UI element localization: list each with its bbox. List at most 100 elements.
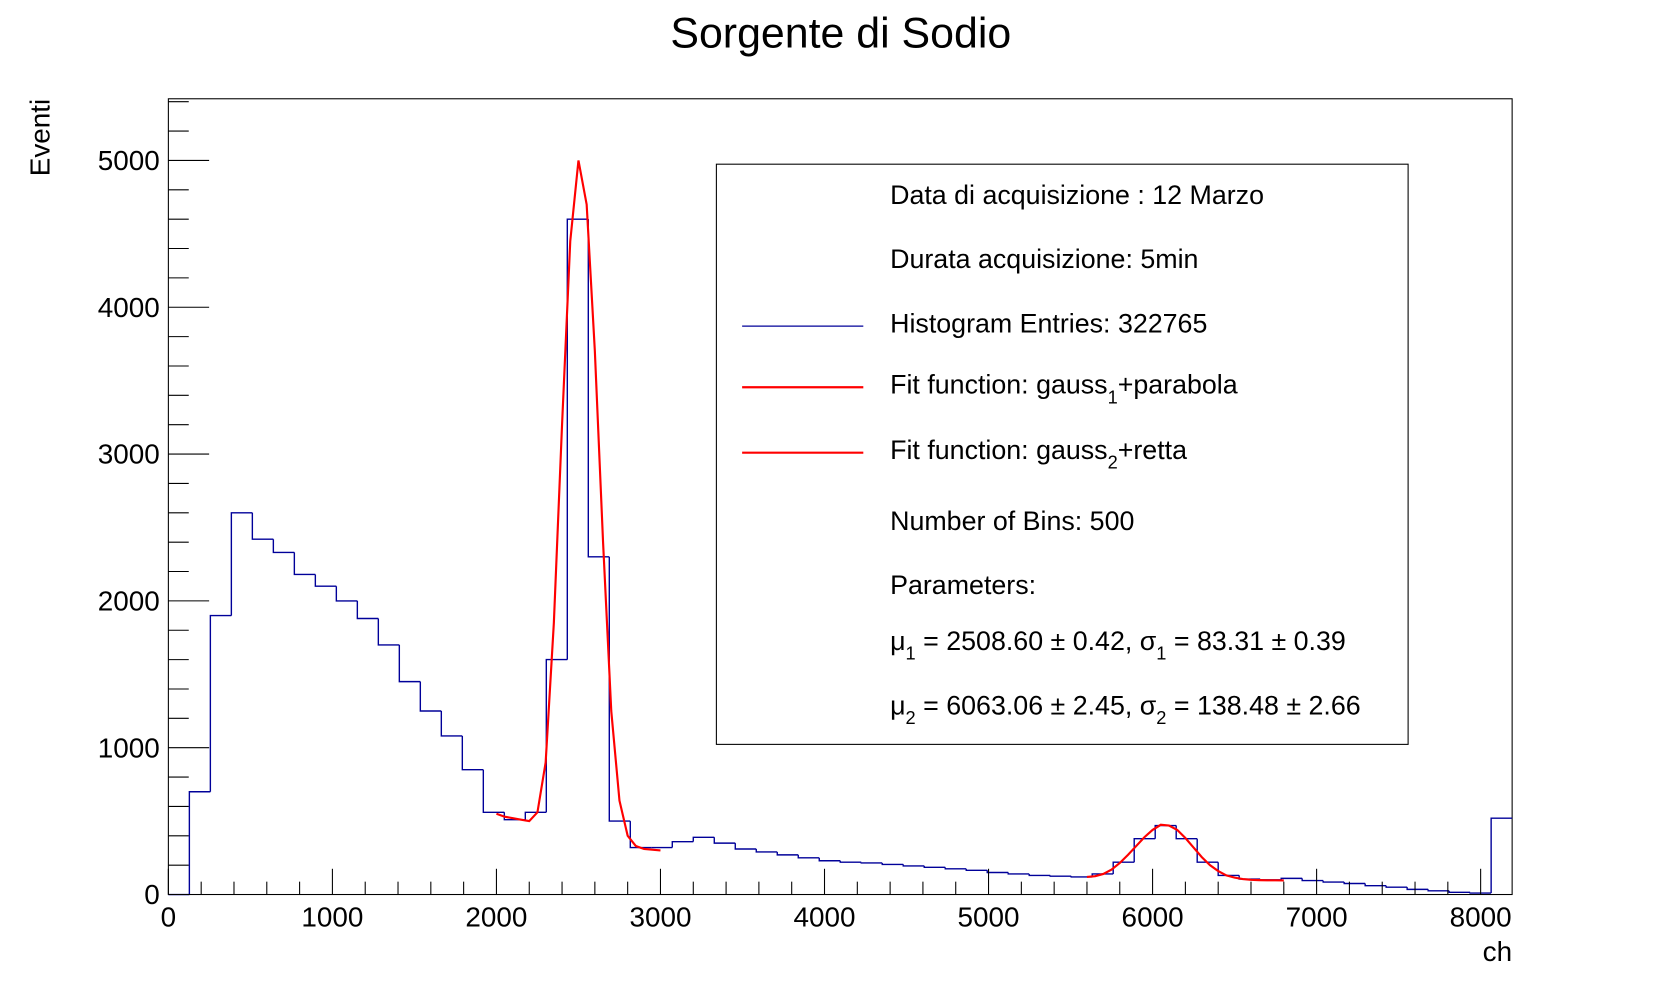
histogram-bin xyxy=(692,836,715,842)
legend-text: Fit function: gauss xyxy=(890,435,1107,465)
y-tick-label: 5000 xyxy=(98,145,160,176)
histogram-bin xyxy=(1448,890,1471,894)
histogram-bin xyxy=(1217,862,1240,877)
legend-text: Durata acquisizione: 5min xyxy=(890,244,1198,274)
histogram-bin xyxy=(1322,880,1345,883)
histogram-bin xyxy=(1385,885,1408,888)
legend-subscript: 2 xyxy=(906,707,916,728)
y-tick-label: 1000 xyxy=(98,732,160,763)
histogram-bin xyxy=(776,851,799,856)
legend-subscript: 1 xyxy=(1156,643,1166,664)
histogram-bin xyxy=(1133,838,1156,863)
histogram-bin xyxy=(461,735,484,771)
histogram-bin xyxy=(209,614,232,792)
histogram-bin xyxy=(230,512,253,616)
histogram-bin xyxy=(1490,817,1513,894)
legend-label: μ1 = 2508.60 ± 0.42, σ1 = 83.31 ± 0.39 xyxy=(890,626,1346,664)
legend-text: +retta xyxy=(1118,435,1187,465)
legend-label: Parameters: xyxy=(890,570,1036,600)
histogram-bin xyxy=(1343,882,1366,885)
legend-text: = 6063.06 ± 2.45, σ xyxy=(916,690,1157,720)
x-axis-label: ch xyxy=(1483,936,1512,967)
x-tick-label: 7000 xyxy=(1286,902,1348,933)
histogram-bin xyxy=(860,862,883,864)
y-tick-label: 4000 xyxy=(98,292,160,323)
legend-text: Parameters: xyxy=(890,570,1036,600)
histogram-bin xyxy=(377,618,400,646)
histogram-bin xyxy=(923,865,946,869)
histogram-bin xyxy=(1427,889,1450,892)
x-tick-label: 1000 xyxy=(301,902,363,933)
legend-label: Data di acquisizione : 12 Marzo xyxy=(890,180,1264,210)
x-tick-label: 8000 xyxy=(1450,902,1512,933)
histogram-bin xyxy=(356,600,379,620)
histogram-bin xyxy=(1469,892,1492,894)
plot-frame xyxy=(167,98,1513,896)
legend-box xyxy=(715,163,1409,745)
y-axis-label: Eventi xyxy=(24,99,55,176)
histogram-bin xyxy=(1049,875,1072,877)
histogram-bin xyxy=(944,867,967,870)
legend-label: Fit function: gauss2+retta xyxy=(890,435,1187,473)
legend-subscript: 1 xyxy=(906,643,916,664)
legend-text: μ xyxy=(890,626,905,656)
histogram-bin xyxy=(566,218,589,660)
histogram-bin xyxy=(797,854,820,859)
legend-subscript: 2 xyxy=(1156,707,1166,728)
x-tick-label: 0 xyxy=(161,902,177,933)
histogram-bin xyxy=(1007,872,1030,875)
legend-subscript: 2 xyxy=(1108,452,1118,473)
histogram-bin xyxy=(188,791,211,895)
histogram-bin xyxy=(1070,876,1093,878)
legend-text: Data di acquisizione : 12 Marzo xyxy=(890,180,1264,210)
legend-text: Fit function: gauss xyxy=(890,370,1107,400)
histogram-bin xyxy=(839,860,862,863)
histogram-bin xyxy=(1406,887,1429,891)
legend-label: μ2 = 6063.06 ± 2.45, σ2 = 138.48 ± 2.66 xyxy=(890,690,1361,728)
y-tick-label: 0 xyxy=(144,879,160,910)
histogram-bin xyxy=(293,552,316,576)
histogram-bin xyxy=(881,862,904,866)
legend-text: Number of Bins: 500 xyxy=(890,506,1134,536)
histogram-bin xyxy=(902,864,925,867)
histogram-bin xyxy=(965,868,988,871)
histogram-bin xyxy=(524,811,547,820)
plot-area xyxy=(168,160,1513,896)
histogram-bin xyxy=(1112,861,1135,874)
x-tick-label: 3000 xyxy=(629,902,691,933)
legend-label: Fit function: gauss1+parabola xyxy=(890,370,1238,408)
legend-subscript: 1 xyxy=(1108,386,1118,407)
histogram-bin xyxy=(986,870,1009,874)
histogram-bin xyxy=(419,681,442,712)
histogram-bin xyxy=(629,821,652,849)
histogram-bin xyxy=(335,586,358,602)
fit-curve xyxy=(496,160,661,852)
histogram-bin xyxy=(314,574,337,587)
legend-text: +parabola xyxy=(1118,370,1238,400)
histogram-bin xyxy=(272,539,295,554)
legend-label: Durata acquisizione: 5min xyxy=(890,244,1198,274)
histogram-bin xyxy=(1364,883,1387,887)
legend-label: Number of Bins: 500 xyxy=(890,506,1134,536)
x-tick-label: 5000 xyxy=(958,902,1020,933)
legend-text: μ xyxy=(890,690,905,720)
y-tick-label: 3000 xyxy=(98,439,160,470)
histogram-bin xyxy=(587,219,610,558)
legend-text: Histogram Entries: 322765 xyxy=(890,309,1207,339)
legend-text: = 2508.60 ± 0.42, σ xyxy=(916,626,1157,656)
chart-title: Sorgente di Sodio xyxy=(670,9,1011,57)
histogram-bin xyxy=(398,644,421,683)
histogram-bin xyxy=(713,837,736,844)
x-tick-label: 6000 xyxy=(1122,902,1184,933)
histogram-bin xyxy=(1196,838,1219,863)
histogram-bin xyxy=(1028,873,1051,877)
y-tick-label: 2000 xyxy=(98,586,160,617)
histogram-bin xyxy=(482,769,505,813)
fit-curve xyxy=(1086,823,1284,882)
histogram-bin xyxy=(671,840,694,848)
histogram-bin xyxy=(818,857,841,862)
x-tick-label: 2000 xyxy=(465,902,527,933)
histogram-bin xyxy=(251,512,274,540)
